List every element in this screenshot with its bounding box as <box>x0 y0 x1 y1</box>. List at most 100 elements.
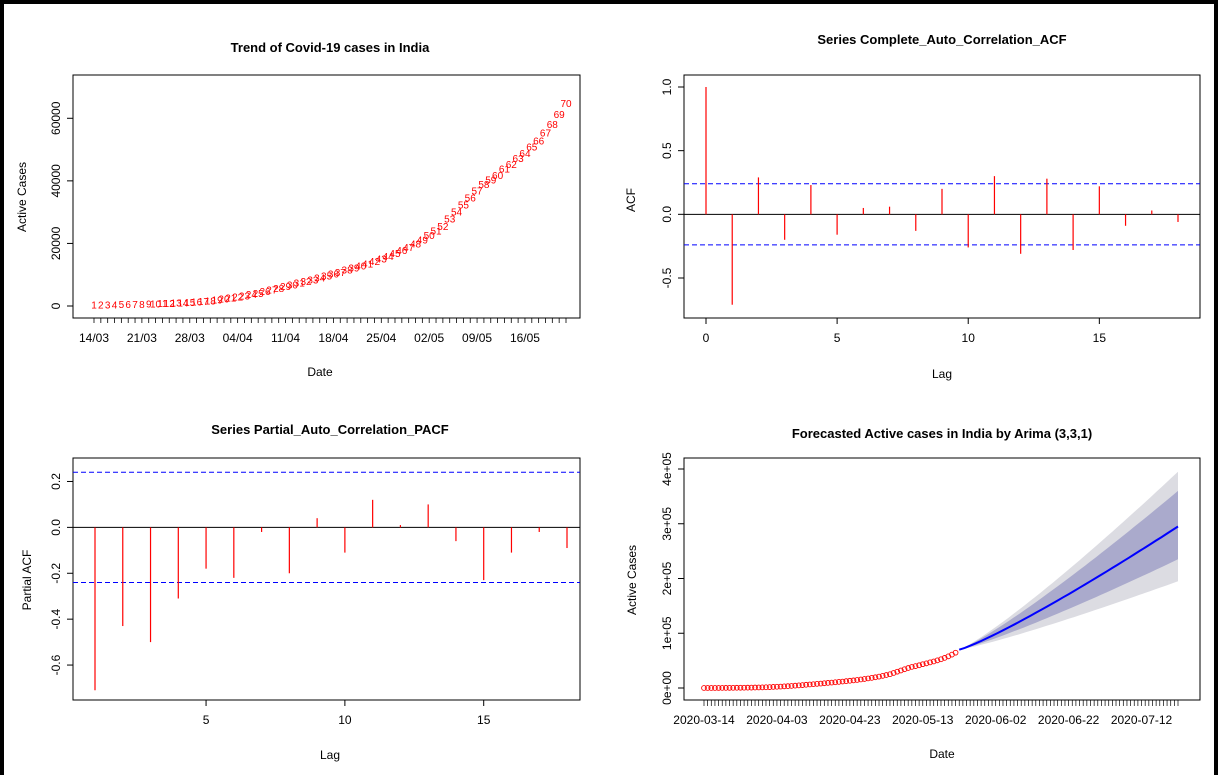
observed-point <box>759 684 766 691</box>
observed-point <box>704 685 711 691</box>
forecast-x-axis-label: Date <box>929 747 955 761</box>
trend-point-label: 27 <box>266 286 278 297</box>
trend-point-label: 11 <box>157 299 168 310</box>
trend-point-label: 26 <box>259 287 271 298</box>
trend-y-tick-label: 60000 <box>49 101 63 135</box>
observed-point <box>806 681 813 688</box>
trend-point-label: 70 <box>560 99 572 110</box>
forecast-x-tick-label: 2020-04-03 <box>746 713 808 727</box>
pacf-x-axis-label: Lag <box>320 748 340 762</box>
observed-point <box>785 683 791 689</box>
trend-point-label: 15 <box>184 298 196 309</box>
observed-point <box>774 683 780 690</box>
forecast-y-axis-label: Active Cases <box>625 545 639 615</box>
trend-y-axis-label: Active Cases <box>15 162 29 232</box>
trend-y-tick-label: 20000 <box>49 226 63 260</box>
panel-pacf: Series Partial_Auto_Correlation_PACF Lag… <box>20 422 581 762</box>
forecast-x-tick-label: 2020-05-13 <box>892 713 954 727</box>
observed-point <box>934 657 941 664</box>
observed-point <box>861 676 868 682</box>
observed-point <box>832 679 839 686</box>
observed-point <box>828 679 835 686</box>
observed-point <box>865 675 871 682</box>
observed-point <box>857 676 864 683</box>
trend-point-label: 51 <box>430 226 442 237</box>
trend-point-label: 41 <box>362 259 374 270</box>
acf-y-tick-label: 0.5 <box>660 142 674 159</box>
acf-x-axis-label: Lag <box>932 367 952 381</box>
trend-point-label: 56 <box>465 193 477 204</box>
trend-point-label: 58 <box>478 180 490 191</box>
observed-point <box>843 678 850 685</box>
trend-point-label: 53 <box>444 215 456 226</box>
trend-point-label: 24 <box>246 290 258 301</box>
forecast-y-tick-label: 0e+00 <box>660 671 674 705</box>
trend-x-axis-label: Date <box>307 365 333 379</box>
pacf-y-axis-label: Partial ACF <box>20 550 34 611</box>
forecast-y-tick-label: 1e+05 <box>660 616 674 650</box>
trend-point-label: 10 <box>150 299 162 310</box>
observed-point <box>748 684 755 691</box>
observed-point <box>876 673 882 680</box>
trend-point-label: 16 <box>191 298 203 309</box>
observed-point <box>850 677 857 684</box>
observed-point <box>905 665 912 671</box>
forecast-x-tick-label: 2020-03-14 <box>673 713 735 727</box>
observed-point <box>938 656 944 663</box>
observed-point <box>737 684 744 691</box>
trend-point-label: 69 <box>554 110 566 121</box>
trend-point-label: 65 <box>526 143 538 154</box>
pacf-chart-title: Series Partial_Auto_Correlation_PACF <box>211 422 448 437</box>
observed-point <box>766 684 773 690</box>
observed-point <box>741 684 747 691</box>
observed-point <box>715 685 722 691</box>
acf-x-tick-label: 0 <box>703 331 710 345</box>
observed-point <box>868 675 875 681</box>
trend-point-label: 67 <box>540 129 552 140</box>
pacf-y-tick-label: -0.6 <box>49 654 63 675</box>
trend-point-label: 42 <box>369 257 381 268</box>
trend-point-label: 7 <box>132 300 138 311</box>
trend-point-label: 8 <box>139 300 145 311</box>
trend-point-label: 29 <box>280 282 292 293</box>
acf-x-tick-label: 15 <box>1093 331 1107 345</box>
trend-point-label: 1 <box>91 300 97 311</box>
trend-x-tick-label: 02/05 <box>414 331 444 345</box>
observed-point <box>810 681 817 688</box>
trend-x-tick-label: 18/04 <box>318 331 348 345</box>
observed-point <box>770 684 777 690</box>
acf-plot-content: -0.5 0.0 0.5 1.0 0 5 10 15 <box>660 74 1201 345</box>
observed-point <box>795 682 802 689</box>
pacf-plot-box <box>72 457 581 701</box>
trend-point-label: 28 <box>273 284 285 295</box>
observed-point <box>894 668 901 675</box>
forecast-x-tick-label: 2020-06-02 <box>965 713 1027 727</box>
panel-forecast: Forecasted Active cases in India by Arim… <box>625 426 1201 761</box>
observed-point <box>836 679 842 685</box>
trend-x-tick-label: 11/04 <box>271 331 300 345</box>
trend-point-label: 45 <box>389 249 401 260</box>
trend-point-label: 34 <box>314 273 326 284</box>
pacf-x-tick-label: 10 <box>338 713 352 727</box>
acf-x-tick-label: 10 <box>962 331 976 345</box>
trend-point-label: 38 <box>342 266 354 277</box>
trend-point-label: 40 <box>355 262 367 273</box>
observed-point <box>912 663 919 669</box>
observed-point <box>814 680 820 687</box>
observed-point <box>817 680 824 687</box>
acf-y-axis-label: ACF <box>624 188 638 212</box>
trend-point-label: 43 <box>376 255 388 266</box>
trend-point-label: 37 <box>335 268 347 279</box>
observed-point <box>719 685 726 691</box>
trend-point-label: 62 <box>506 160 518 171</box>
observed-point <box>908 664 915 670</box>
forecast-x-tick-label: 2020-06-22 <box>1038 713 1100 727</box>
trend-point-label: 12 <box>164 299 176 310</box>
trend-point-label: 39 <box>348 264 360 275</box>
trend-x-tick-label: 09/05 <box>462 331 492 345</box>
trend-point-label: 32 <box>300 277 312 288</box>
acf-plot-box <box>683 74 1201 319</box>
trend-point-label: 4 <box>112 300 118 311</box>
trend-point-label: 57 <box>472 186 484 197</box>
